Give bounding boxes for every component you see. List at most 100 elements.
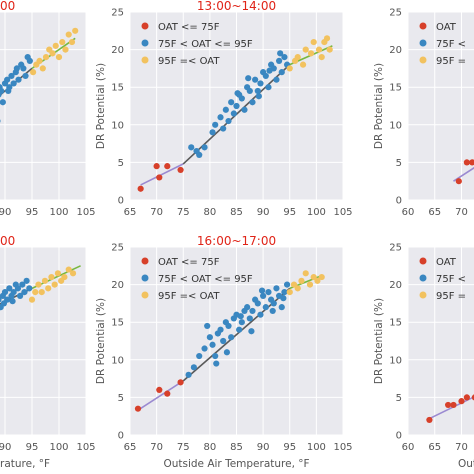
y-tick-label: 5 [396, 158, 402, 169]
data-point-oat_mid [257, 311, 264, 318]
data-point-oat_low [455, 178, 462, 185]
data-point-oat_low [134, 405, 142, 412]
y-tick-label: 15 [389, 318, 402, 329]
data-point-oat_mid [196, 352, 203, 360]
legend-label: OAT <= 75F [158, 257, 220, 268]
data-point-oat_mid [258, 287, 266, 294]
data-point-oat_low [177, 166, 184, 174]
data-point-oat_mid [196, 151, 203, 158]
data-point-oat_low [153, 163, 160, 170]
data-point-oat_low [426, 416, 433, 424]
x-axis-label-fragment: rature, °F [0, 458, 50, 470]
data-point-oat_mid [237, 313, 244, 320]
data-point-oat_mid [206, 334, 213, 341]
data-point-oat_mid [185, 371, 192, 378]
x-tick-label: 75 [177, 442, 190, 453]
data-point-oat_mid [13, 65, 20, 72]
x-tick-label: 95 [26, 207, 39, 218]
data-point-oat_high [298, 277, 305, 284]
data-point-oat_high [286, 289, 293, 296]
plot-area [0, 12, 86, 200]
x-tick-label: 100 [49, 442, 68, 453]
data-point-oat_mid [266, 67, 273, 74]
data-point-oat_low [445, 401, 452, 409]
legend-marker-oat_mid [419, 274, 427, 282]
y-tick-label: 15 [111, 83, 124, 94]
data-point-oat_low [450, 401, 457, 409]
legend-marker-oat_low [141, 22, 149, 30]
data-point-oat_mid [233, 102, 240, 110]
data-point-oat_high [306, 281, 314, 288]
data-point-oat_mid [228, 99, 235, 106]
panel-title: 13:00~14:00 [197, 0, 276, 13]
data-point-oat_mid [225, 322, 232, 330]
x-tick-label: 65 [428, 207, 441, 218]
y-tick-label: 5 [396, 393, 402, 404]
data-point-oat_low [463, 394, 470, 401]
legend-marker-oat_high [419, 291, 427, 299]
data-point-oat_mid [225, 117, 232, 125]
data-point-oat_high [315, 46, 323, 53]
legend-label: 95F = [436, 291, 466, 302]
panel-title-fragment: 00 [0, 0, 15, 13]
data-point-oat_mid [217, 326, 224, 333]
x-tick-label: 65 [124, 442, 137, 453]
data-point-oat_mid [0, 119, 1, 123]
data-point-oat_mid [255, 93, 262, 100]
data-point-oat_mid [201, 144, 208, 151]
data-point-oat_low [177, 379, 184, 386]
data-point-oat_high [318, 54, 325, 61]
data-point-oat_mid [254, 87, 261, 95]
fit-line-fit_low [426, 395, 474, 421]
x-tick-label: 85 [230, 207, 243, 218]
data-point-oat_high [294, 54, 301, 61]
x-tick-label: 70 [150, 207, 163, 218]
legend-label: 75F < [436, 274, 466, 285]
data-point-oat_mid [249, 99, 256, 106]
y-axis-label: DR Potential (%) [373, 298, 385, 384]
y-tick-label: 20 [389, 280, 402, 291]
data-point-oat_high [49, 50, 56, 57]
y-tick-label: 0 [118, 196, 124, 207]
data-point-oat_high [41, 277, 49, 284]
x-tick-label: 90 [0, 207, 11, 218]
data-point-oat_high [323, 35, 331, 42]
y-tick-label: 10 [111, 355, 124, 366]
data-point-oat_high [68, 38, 76, 46]
legend-label: 95F =< OAT [158, 291, 220, 302]
data-point-oat_high [290, 281, 298, 288]
data-point-oat_high [72, 27, 79, 34]
data-point-oat_high [326, 46, 333, 53]
data-point-oat_mid [246, 315, 253, 322]
data-point-oat_mid [14, 285, 22, 292]
x-tick-label: 60 [402, 207, 415, 218]
data-point-oat_high [307, 50, 315, 57]
x-tick-label: 65 [428, 442, 441, 453]
y-tick-label: 5 [118, 158, 124, 169]
data-point-oat_high [294, 285, 301, 292]
data-point-oat_mid [190, 364, 197, 371]
data-point-oat_high [54, 270, 62, 277]
x-tick-label: 65 [124, 207, 137, 218]
y-tick-label: 5 [118, 393, 124, 404]
data-point-oat_mid [0, 99, 6, 106]
legend-label: 75F < OAT <= 95F [158, 274, 253, 285]
y-tick-label: 0 [396, 196, 402, 207]
data-point-oat_high [65, 31, 72, 38]
y-tick-label: 0 [118, 431, 124, 442]
data-point-oat_high [310, 38, 317, 46]
panel-bottom-middle: OAT <= 75F 75F < OAT <= 95F 95F =< OAT 65 70… [95, 234, 353, 470]
y-tick-label: 25 [389, 243, 402, 254]
data-point-oat_high [36, 57, 43, 64]
data-point-oat_mid [23, 277, 30, 284]
data-point-oat_mid [0, 300, 8, 307]
data-point-oat_mid [213, 360, 220, 367]
x-tick-label: 60 [402, 442, 415, 453]
data-point-oat_high [59, 38, 66, 46]
plot-area: OAT 75F < 95F = [408, 12, 474, 200]
data-point-oat_mid [273, 76, 280, 83]
y-tick-label: 10 [389, 120, 402, 131]
data-point-oat_mid [228, 334, 235, 341]
